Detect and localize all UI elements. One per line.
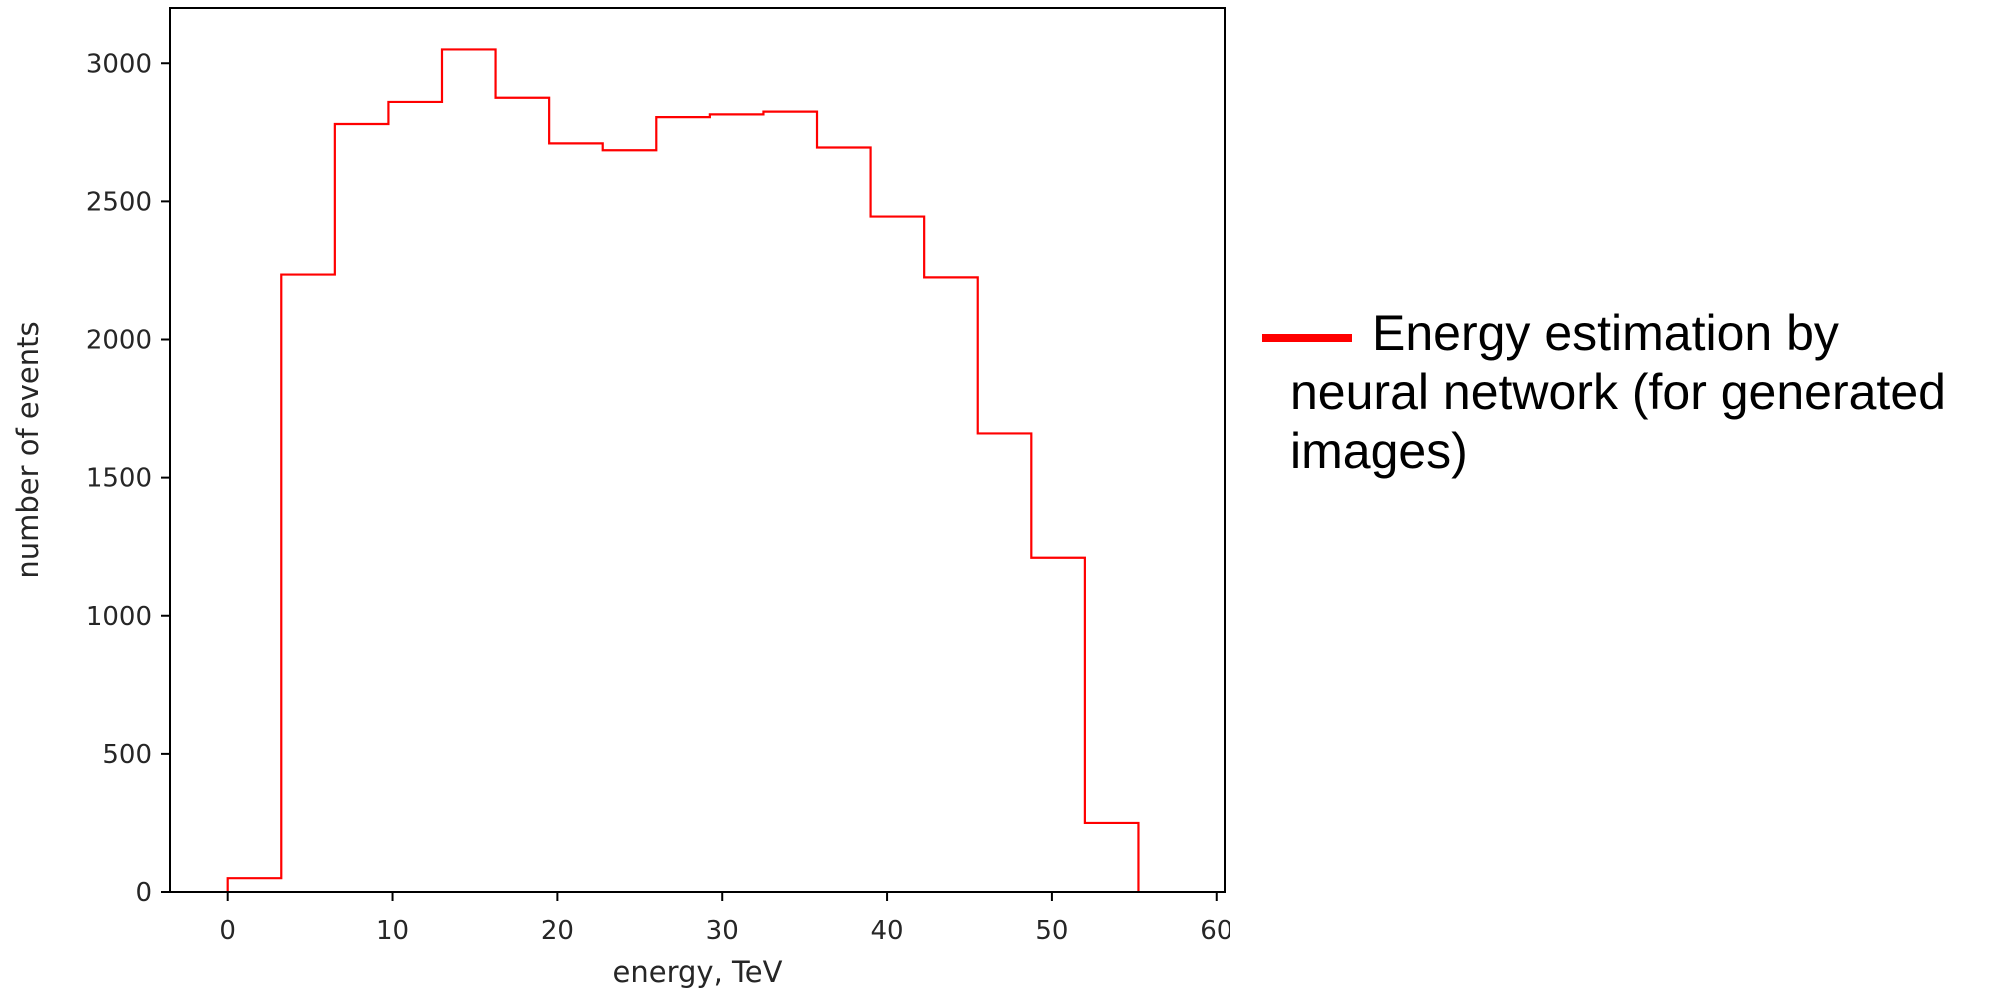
legend-swatch-line	[1262, 334, 1352, 342]
y-tick-label-2500: 2500	[86, 187, 152, 217]
histogram-chart: 0 10 20 30 40 50 60 0 500 1000 1500 2000 2500 3000 en…	[11, 7, 1230, 988]
x-tick-label-40: 40	[871, 916, 904, 946]
x-tick-label-30: 30	[706, 916, 739, 946]
x-tick-label-0: 0	[219, 916, 236, 946]
y-axis-label: number of events	[11, 321, 45, 578]
x-tick-label-20: 20	[541, 916, 574, 946]
y-tick-label-2000: 2000	[86, 326, 152, 356]
x-tick-label-10: 10	[376, 916, 409, 946]
y-tick-label-1000: 1000	[86, 602, 152, 632]
x-tick-label-50: 50	[1035, 916, 1068, 946]
y-tick-label-1500: 1500	[86, 464, 152, 494]
y-tick-label-3000: 3000	[86, 49, 152, 79]
y-tick-label-500: 500	[102, 740, 152, 770]
legend-entry-label: Energy estimation by neural network (for…	[1290, 305, 1946, 479]
plot-frame	[169, 7, 1226, 893]
x-axis-label: energy, TeV	[613, 955, 783, 988]
axes: 0 10 20 30 40 50 60 0 500 1000 1500 2000 2500 3000	[86, 7, 1230, 946]
y-tick-label-0: 0	[135, 878, 152, 908]
histogram-series-0	[226, 48, 1140, 892]
plot-area	[226, 48, 1140, 892]
x-tick-label-60: 60	[1200, 916, 1230, 946]
